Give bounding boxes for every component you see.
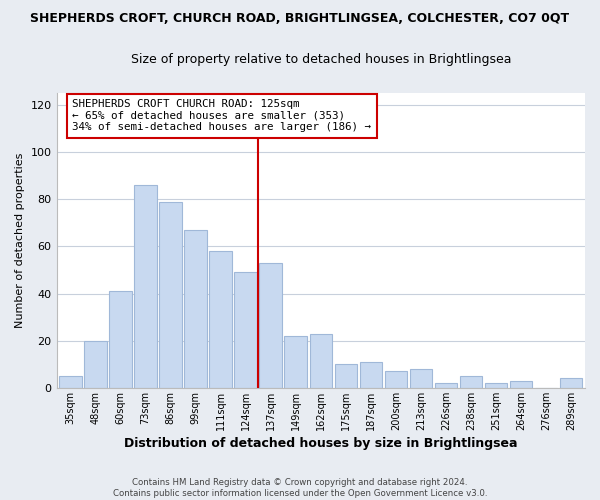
Title: Size of property relative to detached houses in Brightlingsea: Size of property relative to detached ho… [131,52,511,66]
Bar [560,378,583,388]
Bar [410,369,432,388]
Bar [284,336,307,388]
Bar [134,185,157,388]
Text: SHEPHERDS CROFT, CHURCH ROAD, BRIGHTLINGSEA, COLCHESTER, CO7 0QT: SHEPHERDS CROFT, CHURCH ROAD, BRIGHTLING… [31,12,569,26]
Bar [510,381,532,388]
Bar [109,291,131,388]
Bar [335,364,357,388]
Bar [385,372,407,388]
Bar [59,376,82,388]
Y-axis label: Number of detached properties: Number of detached properties [15,153,25,328]
X-axis label: Distribution of detached houses by size in Brightlingsea: Distribution of detached houses by size … [124,437,518,450]
Bar [259,263,282,388]
Bar [435,383,457,388]
Bar [310,334,332,388]
Bar [184,230,207,388]
Bar [485,383,508,388]
Bar [460,376,482,388]
Bar [209,251,232,388]
Bar [359,362,382,388]
Text: Contains HM Land Registry data © Crown copyright and database right 2024.
Contai: Contains HM Land Registry data © Crown c… [113,478,487,498]
Bar [84,340,107,388]
Bar [235,272,257,388]
Bar [159,202,182,388]
Text: SHEPHERDS CROFT CHURCH ROAD: 125sqm
← 65% of detached houses are smaller (353)
3: SHEPHERDS CROFT CHURCH ROAD: 125sqm ← 65… [73,99,371,132]
